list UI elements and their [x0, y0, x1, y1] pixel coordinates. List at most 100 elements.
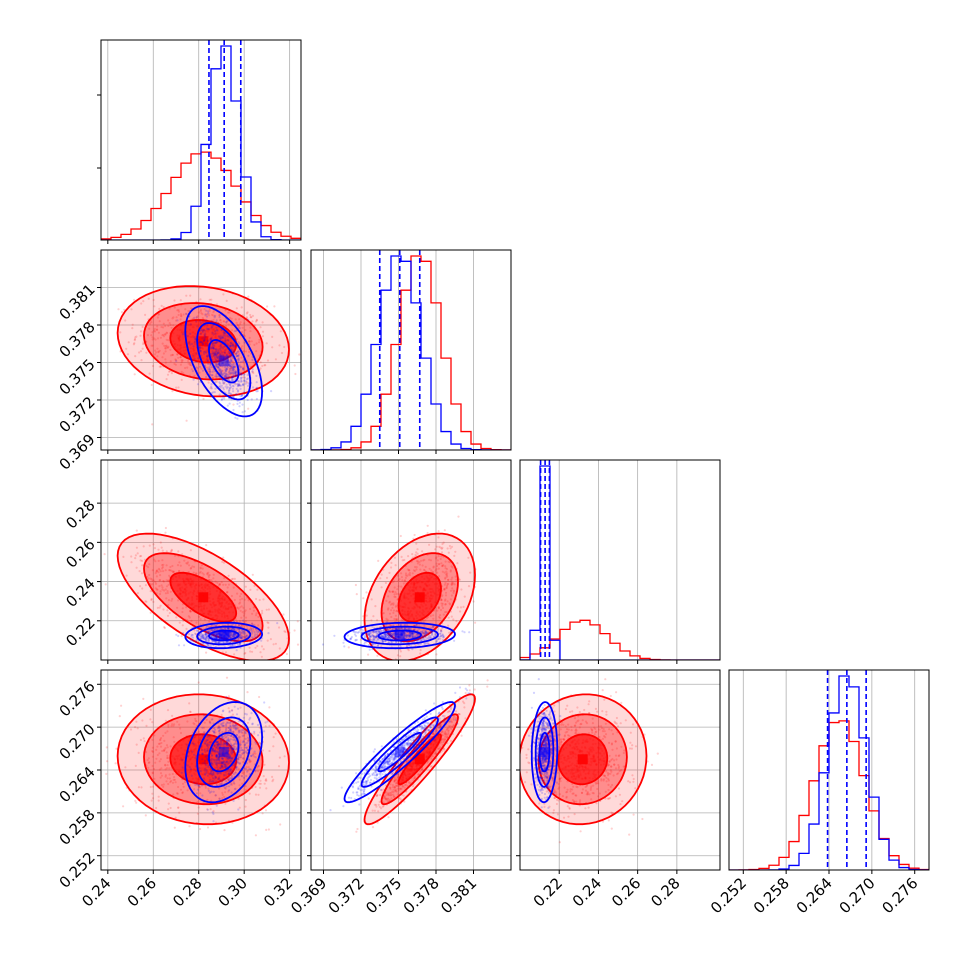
scatter-point — [267, 632, 269, 634]
scatter-point — [457, 516, 459, 518]
scatter-point — [251, 623, 253, 625]
scatter-point — [177, 635, 179, 637]
scatter-point — [255, 834, 257, 836]
scatter-point — [273, 305, 275, 307]
scatter-point — [268, 828, 270, 830]
scatter-panel-3-0 — [96, 670, 301, 870]
scatter-point — [400, 535, 402, 537]
scatter-point — [369, 649, 371, 651]
density-peak-series-1 — [219, 631, 229, 641]
scatter-point — [414, 662, 416, 664]
grid-lines — [324, 250, 474, 450]
scatter-point — [362, 597, 364, 599]
scatter-point — [134, 800, 136, 802]
density-peak-series-1 — [395, 631, 405, 641]
scatter-point — [298, 353, 300, 355]
scatter-point — [247, 296, 249, 298]
scatter-point — [197, 383, 199, 385]
scatter-point — [427, 525, 429, 527]
scatter-point — [297, 620, 299, 622]
scatter-point — [186, 420, 188, 422]
scatter-point — [276, 622, 278, 624]
scatter-point — [164, 532, 166, 534]
scatter-point — [294, 373, 296, 375]
scatter-point — [106, 760, 108, 762]
grid-lines — [108, 40, 290, 240]
scatter-point — [115, 748, 117, 750]
scatter-point — [468, 631, 470, 633]
scatter-point — [453, 640, 455, 642]
scatter-point — [104, 553, 106, 555]
scatter-point — [134, 373, 136, 375]
scatter-point — [176, 319, 178, 321]
scatter-point — [294, 364, 296, 366]
scatter-point — [145, 814, 147, 816]
scatter-point — [414, 534, 416, 536]
scatter-point — [377, 560, 379, 562]
scatter-point — [242, 620, 244, 622]
scatter-point — [376, 655, 378, 657]
scatter-point — [260, 640, 262, 642]
scatter-point — [266, 305, 268, 307]
scatter-point — [223, 829, 225, 831]
scatter-point — [228, 695, 230, 697]
scatter-point — [239, 327, 241, 329]
scatter-point — [342, 642, 344, 644]
scatter-point — [151, 384, 153, 386]
scatter-point — [322, 643, 324, 645]
scatter-point — [247, 319, 249, 321]
scatter-point — [473, 600, 475, 602]
scatter-point — [117, 308, 119, 310]
scatter-point — [401, 664, 403, 666]
scatter-point — [246, 691, 248, 693]
scatter-point — [163, 626, 165, 628]
scatter-point — [205, 652, 207, 654]
scatter-panel-2-0 — [101, 460, 301, 685]
scatter-point — [282, 613, 284, 615]
scatter-point — [438, 530, 440, 532]
scatter-point — [120, 705, 122, 707]
scatter-point — [133, 299, 135, 301]
scatter-point — [355, 584, 357, 586]
scatter-point — [444, 529, 446, 531]
scatter-point — [367, 654, 369, 656]
scatter-point — [106, 746, 108, 748]
scatter-point — [198, 681, 200, 683]
scatter-panel-1-0 — [69, 250, 303, 450]
scatter-point — [122, 805, 124, 807]
panel-frame-0-0 — [101, 40, 301, 240]
scatter-point — [205, 544, 207, 546]
scatter-point — [119, 715, 121, 717]
scatter-point — [183, 644, 185, 646]
scatter-point — [258, 696, 260, 698]
scatter-point — [245, 666, 247, 668]
scatter-point — [365, 591, 367, 593]
scatter-point — [343, 645, 345, 647]
histogram-panel-0 — [101, 40, 301, 240]
scatter-panel-2-1 — [311, 460, 511, 675]
histogram-panel-1 — [311, 250, 511, 450]
scatter-point — [188, 825, 190, 827]
scatter-point — [411, 672, 413, 674]
scatter-point — [297, 644, 299, 646]
scatter-point — [105, 583, 107, 585]
scatter-point — [270, 390, 272, 392]
scatter-point — [105, 773, 107, 775]
scatter-point — [182, 333, 184, 335]
scatter-point — [174, 827, 176, 829]
scatter-point — [294, 629, 296, 631]
scatter-point — [423, 673, 425, 675]
scatter-point — [182, 632, 184, 634]
scatter-point — [250, 665, 252, 667]
scatter-point — [286, 653, 288, 655]
scatter-point — [366, 671, 368, 673]
scatter-point — [427, 532, 429, 534]
scatter-point — [226, 677, 228, 679]
scatter-point — [207, 826, 209, 828]
density-peak-series-0 — [198, 592, 208, 602]
scatter-point — [368, 673, 370, 675]
scatter-point — [279, 823, 281, 825]
scatter-point — [178, 644, 180, 646]
